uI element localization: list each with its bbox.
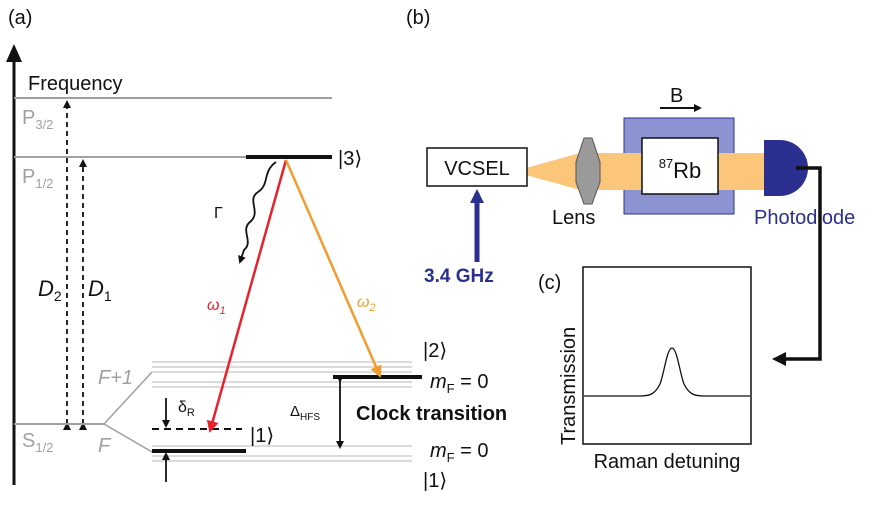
frequency-axis-arrowhead	[6, 44, 22, 62]
transmission-axis-label: Transmission	[558, 327, 580, 445]
diverging-beam	[526, 153, 580, 190]
panel-b-label: (b)	[406, 7, 430, 29]
photodiode-label: Photodiode	[754, 207, 855, 229]
vcsel-box	[426, 147, 528, 187]
frequency-axis-label: Frequency	[28, 73, 123, 95]
split-line-upper	[103, 371, 153, 425]
f-plus-1-label: F+1	[98, 367, 133, 389]
lens-label: Lens	[552, 207, 595, 229]
clock-transition-label: Clock transition	[356, 403, 507, 425]
rb-label-box	[641, 137, 719, 195]
signal-cable	[784, 166, 822, 361]
panel-c-label: (c)	[538, 272, 561, 294]
omega1-label: ω1	[207, 297, 226, 317]
p32-label: P3/2	[22, 107, 53, 132]
f-plus-1-manifold	[152, 361, 412, 388]
mf-lower-label: mF = 0	[430, 440, 489, 465]
f-label: F	[98, 435, 112, 457]
d1-label: D1	[88, 276, 112, 304]
delta-hfs-label: ΔHFS	[290, 403, 320, 423]
omega2-label: ω2	[357, 294, 376, 314]
omega1-transition-arrow	[206, 159, 288, 433]
rb-label: 87Rb	[659, 156, 702, 183]
spontaneous-decay-arrow	[238, 161, 277, 264]
omega2-transition-arrow	[284, 159, 382, 378]
gamma-label: Γ	[214, 205, 223, 222]
split-line-lower	[103, 423, 153, 453]
d2-label: D2	[38, 276, 62, 304]
mf-upper-label: mF = 0	[430, 371, 489, 396]
vcsel-label: VCSEL	[444, 158, 510, 180]
raman-detuning-axis-label: Raman detuning	[594, 451, 741, 473]
f-manifold	[152, 445, 412, 462]
ket-1-bottom-label: |1⟩	[423, 470, 447, 492]
magnetic-field-label: B	[670, 85, 683, 107]
cpt-resonance-curve	[584, 347, 750, 397]
signal-cable-arrowhead	[772, 352, 786, 366]
p12-label: P1/2	[22, 166, 53, 191]
lens-icon	[575, 137, 601, 205]
ket-3-label: |3⟩	[338, 148, 362, 170]
delta-r-label: δR	[178, 399, 195, 419]
ket-2-label: |2⟩	[423, 340, 447, 362]
s12-label: S1/2	[22, 430, 53, 455]
panel-a-label: (a)	[8, 7, 32, 29]
photodiode-icon	[764, 140, 808, 196]
rf-frequency-label: 3.4 GHz	[424, 266, 494, 287]
ket-1-mid-label: |1⟩	[250, 425, 274, 447]
